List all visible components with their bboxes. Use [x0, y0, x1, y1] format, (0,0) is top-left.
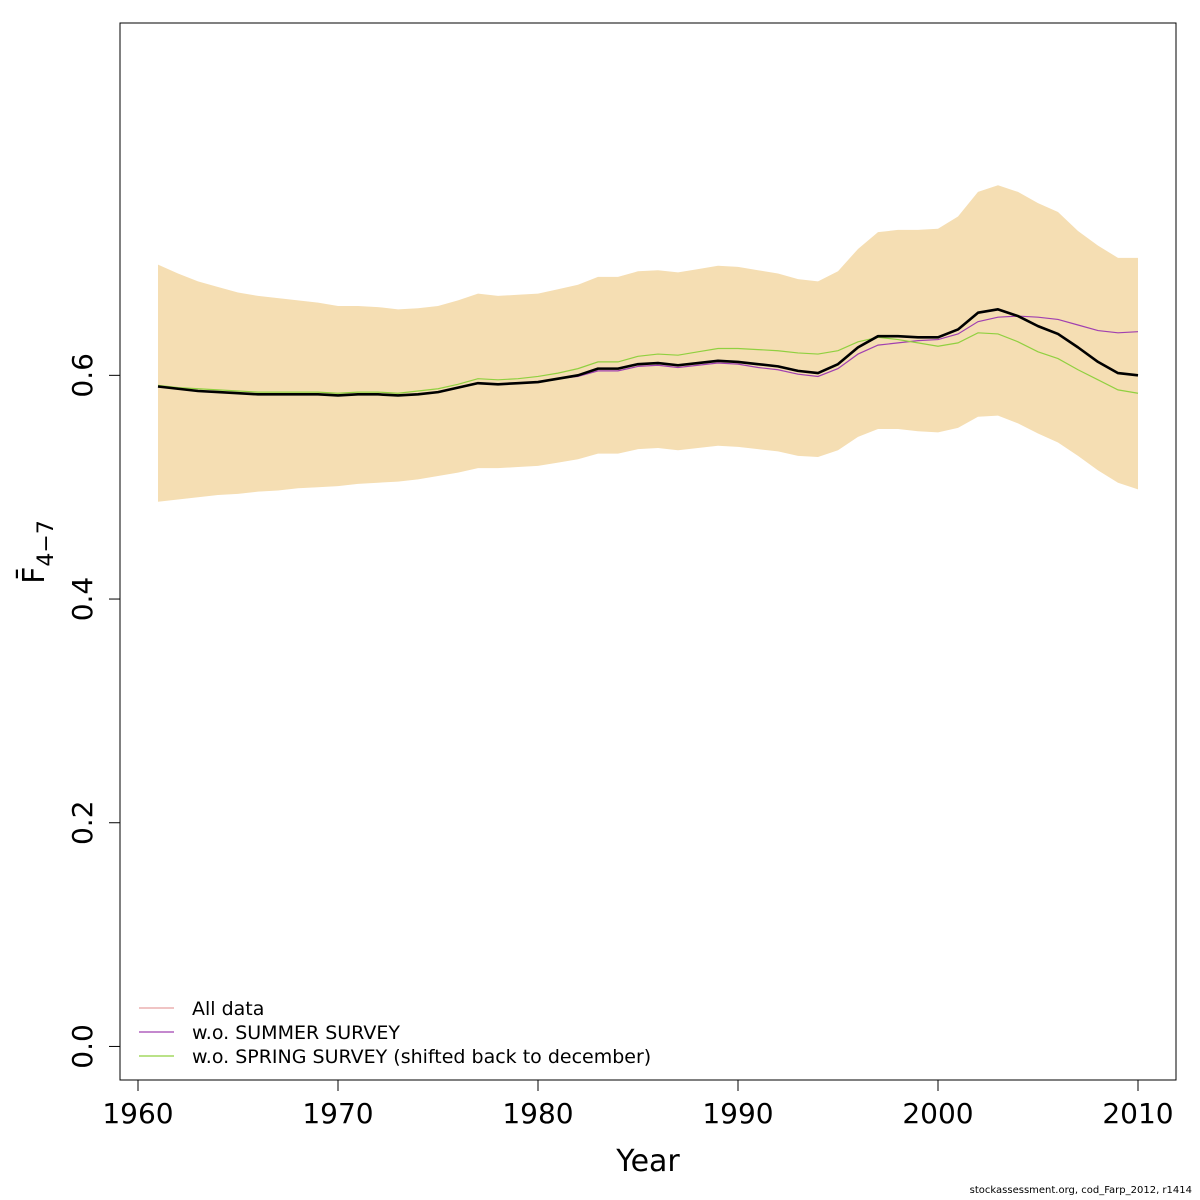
y-axis: 0.0 0.2 0.4 0.6: [66, 353, 121, 1069]
x-tick-label: 2000: [902, 1097, 973, 1130]
confidence-band: [158, 185, 1138, 502]
x-axis: 1960 1970 1980 1990 2000 2010: [102, 1079, 1174, 1130]
y-tick-label: 0.4: [66, 577, 99, 622]
legend-label-3: w.o. SPRING SURVEY (shifted back to dece…: [192, 1046, 651, 1068]
x-tick-label: 1990: [702, 1097, 773, 1130]
x-tick-label: 1980: [502, 1097, 573, 1130]
plot-area: [157, 185, 1139, 502]
x-tick-label: 1960: [102, 1097, 173, 1130]
y-tick-label: 0.2: [66, 800, 99, 845]
x-tick-label: 1970: [302, 1097, 373, 1130]
y-tick-label: 0.6: [66, 353, 99, 398]
legend-label-1: All data: [192, 998, 264, 1020]
y-axis-title-main: F̄: [16, 567, 52, 584]
credit-text: stockassessment.org, cod_Farp_2012, r141…: [969, 1185, 1192, 1196]
series-line-3: [157, 332, 1139, 394]
svg-text:F̄4−7: F̄4−7: [16, 520, 59, 584]
y-axis-title-subscript: 4−7: [34, 520, 59, 566]
main-estimate-line: [157, 308, 1139, 397]
legend-label-2: w.o. SUMMER SURVEY: [192, 1022, 400, 1044]
y-tick-label: 0.0: [66, 1024, 99, 1069]
x-tick-label: 2010: [1102, 1097, 1173, 1130]
plot-frame: [119, 22, 1177, 1081]
y-axis-title: F̄4−7: [16, 520, 59, 584]
x-axis-title: Year: [615, 1144, 680, 1179]
